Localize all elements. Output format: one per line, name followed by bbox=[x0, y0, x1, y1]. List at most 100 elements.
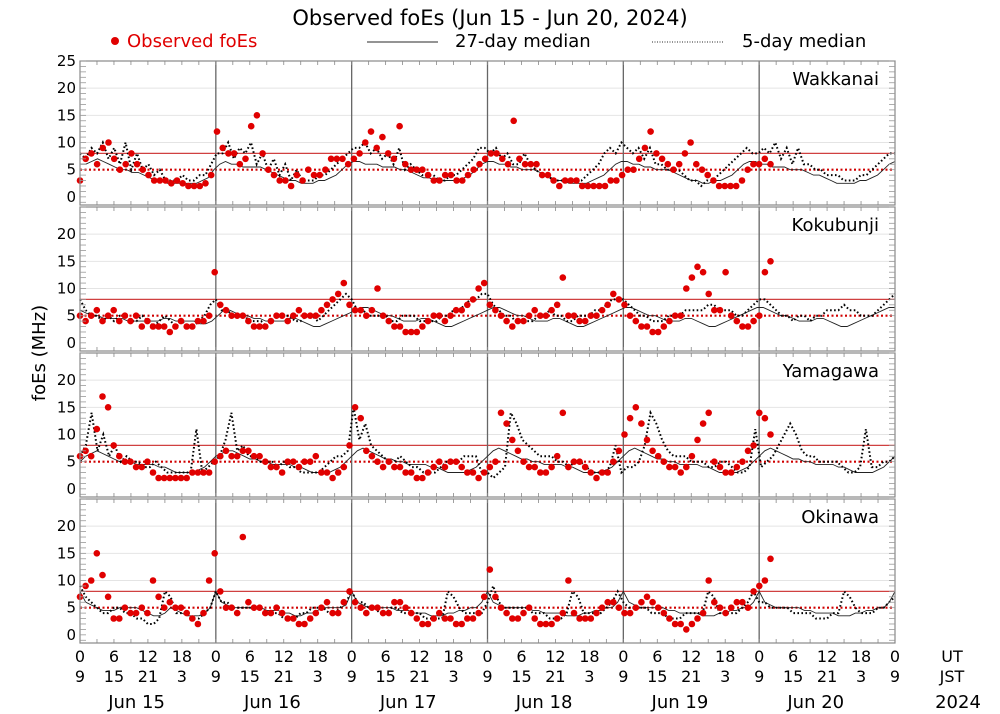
observed-point bbox=[278, 469, 286, 476]
observed-point bbox=[284, 458, 292, 466]
ut-tick-label: 6 bbox=[788, 647, 798, 666]
observed-point bbox=[584, 182, 592, 190]
observed-point bbox=[470, 166, 478, 173]
observed-point bbox=[452, 458, 460, 466]
station-label: Kokubunji bbox=[792, 215, 879, 236]
observed-point bbox=[476, 160, 483, 168]
observed-point bbox=[250, 604, 258, 611]
median27-line bbox=[79, 590, 896, 617]
observed-point bbox=[104, 404, 112, 411]
observed-point bbox=[396, 598, 404, 606]
jst-tick-label: 15 bbox=[104, 667, 124, 686]
observed-point bbox=[160, 323, 168, 330]
observed-point bbox=[683, 626, 690, 633]
observed-point bbox=[654, 452, 662, 460]
observed-point bbox=[632, 317, 640, 325]
y-tick-label: 10 bbox=[57, 134, 76, 152]
y-tick-label: 10 bbox=[57, 280, 76, 298]
observed-point bbox=[357, 306, 365, 314]
observed-point bbox=[550, 177, 557, 184]
observed-point bbox=[643, 593, 651, 601]
observed-point bbox=[756, 409, 763, 417]
observed-point bbox=[464, 301, 471, 309]
observed-point bbox=[548, 463, 555, 471]
observed-point bbox=[503, 609, 510, 617]
observed-point bbox=[694, 436, 701, 444]
day-label: Jun 19 bbox=[651, 692, 709, 713]
observed-point bbox=[670, 166, 677, 173]
observed-point bbox=[509, 615, 516, 622]
observed-point bbox=[132, 312, 140, 320]
observed-point bbox=[407, 166, 415, 173]
observed-point bbox=[357, 604, 365, 611]
observed-point bbox=[329, 296, 336, 303]
jst-tick-label: 21 bbox=[409, 667, 429, 686]
observed-point bbox=[396, 122, 403, 130]
observed-point bbox=[105, 139, 112, 146]
observed-point bbox=[688, 274, 696, 281]
observed-point bbox=[615, 447, 623, 455]
observed-point bbox=[458, 620, 466, 628]
observed-point bbox=[613, 177, 620, 184]
observed-point bbox=[520, 609, 527, 617]
observed-point bbox=[430, 463, 438, 471]
observed-point bbox=[688, 620, 696, 628]
observed-point bbox=[116, 166, 124, 173]
observed-point bbox=[222, 447, 230, 455]
observed-point bbox=[424, 620, 432, 628]
observed-point bbox=[604, 469, 611, 476]
observed-point bbox=[299, 177, 306, 184]
observed-point bbox=[267, 609, 275, 617]
ut-tick-label: 18 bbox=[851, 647, 871, 666]
observed-point bbox=[339, 155, 346, 163]
observed-point bbox=[200, 317, 207, 325]
observed-point bbox=[687, 139, 694, 146]
observed-point bbox=[727, 182, 734, 190]
observed-point bbox=[250, 452, 258, 460]
observed-point bbox=[666, 463, 673, 471]
observed-point bbox=[761, 577, 769, 584]
observed-point bbox=[654, 328, 662, 336]
day-label: Jun 20 bbox=[786, 692, 844, 713]
observed-point bbox=[683, 463, 690, 471]
observed-point bbox=[362, 139, 369, 146]
day-label: Jun 17 bbox=[379, 692, 437, 713]
observed-point bbox=[202, 180, 209, 187]
observed-point bbox=[480, 593, 488, 601]
observed-point bbox=[278, 312, 286, 320]
observed-point bbox=[464, 171, 472, 179]
observed-point bbox=[149, 577, 157, 584]
observed-point bbox=[379, 609, 387, 617]
median5-line bbox=[79, 582, 896, 625]
observed-point bbox=[228, 604, 235, 611]
y-tick-label: 20 bbox=[57, 225, 76, 243]
jst-tick-label: 9 bbox=[75, 667, 85, 686]
ut-tick-label: 18 bbox=[715, 647, 735, 666]
observed-point bbox=[385, 458, 393, 466]
observed-point bbox=[553, 301, 561, 309]
observed-point bbox=[699, 268, 707, 276]
panel-wakkanai: 0 5 10 15 20 25 Wakkanai bbox=[57, 52, 896, 206]
observed-point bbox=[671, 620, 679, 628]
observed-point bbox=[750, 317, 757, 325]
observed-point bbox=[531, 463, 538, 471]
observed-point bbox=[242, 155, 249, 163]
observed-point bbox=[556, 182, 563, 190]
observed-point bbox=[323, 469, 331, 476]
observed-point bbox=[340, 463, 348, 471]
observed-point bbox=[587, 469, 595, 476]
observed-point bbox=[626, 609, 634, 617]
observed-point bbox=[144, 458, 151, 466]
observed-point bbox=[744, 166, 751, 173]
observed-point bbox=[660, 458, 668, 466]
observed-point bbox=[750, 588, 757, 595]
observed-point bbox=[704, 171, 711, 179]
observed-point bbox=[475, 609, 482, 617]
observed-point bbox=[149, 323, 157, 330]
observed-point bbox=[593, 609, 600, 617]
observed-point bbox=[509, 436, 516, 444]
observed-point bbox=[576, 458, 583, 466]
observed-point bbox=[436, 458, 443, 466]
observed-point bbox=[688, 452, 696, 460]
observed-point bbox=[447, 312, 454, 320]
